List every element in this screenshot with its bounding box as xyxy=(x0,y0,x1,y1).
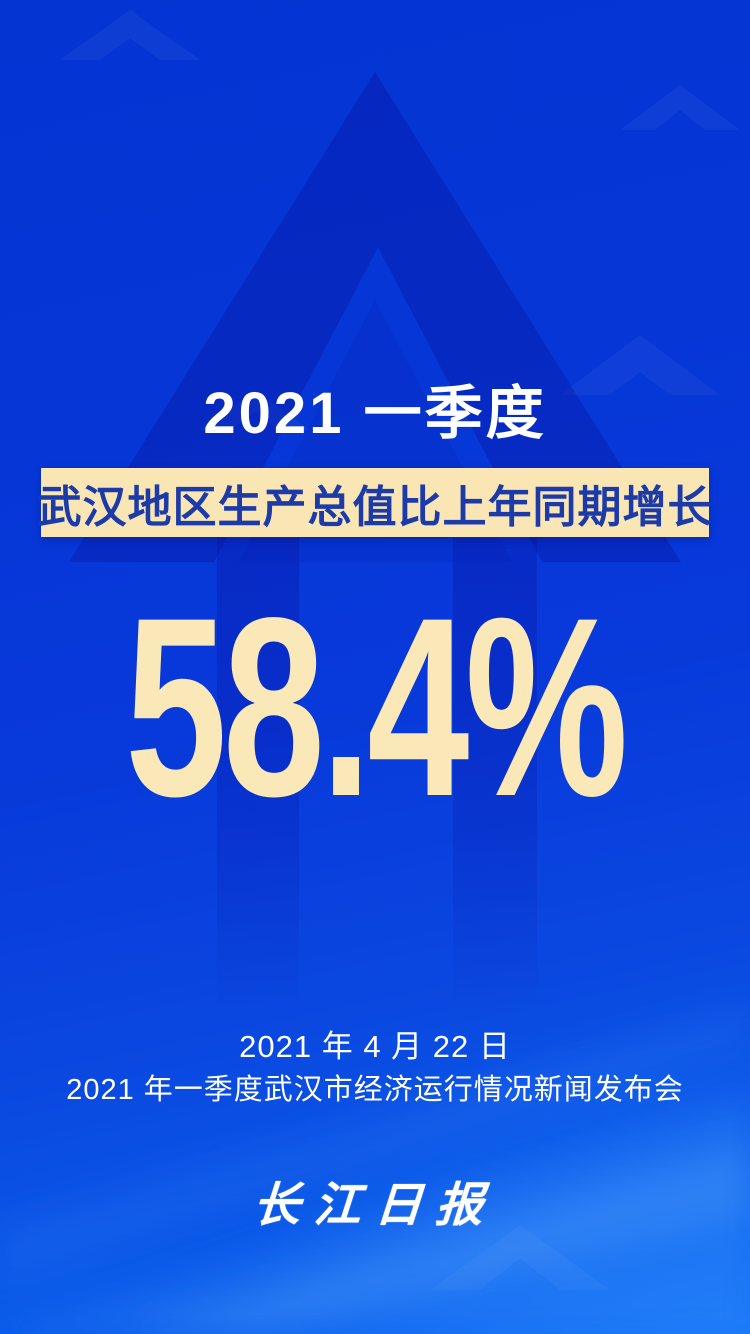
poster-title: 2021 一季度 xyxy=(203,381,547,446)
date-line: 2021 年 4 月 22 日 xyxy=(239,1029,511,1064)
light-streaks xyxy=(0,1000,750,1334)
growth-percentage-value: 58.4% xyxy=(125,565,628,850)
growth-percentage: 58.4% xyxy=(0,580,750,835)
headline-band: 武汉地区生产总值比上年同期增长 xyxy=(38,468,712,537)
up-arrow-head xyxy=(69,72,681,562)
up-arrow-tail-left xyxy=(217,538,299,1013)
up-arrow-tail-right xyxy=(453,538,537,1013)
changjiang-daily-logo: 长江日报 xyxy=(251,1178,499,1233)
headline-band-text: 武汉地区生产总值比上年同期增长 xyxy=(37,482,713,532)
event-line: 2021 年一季度武汉市经济运行情况新闻发布会 xyxy=(66,1074,684,1106)
